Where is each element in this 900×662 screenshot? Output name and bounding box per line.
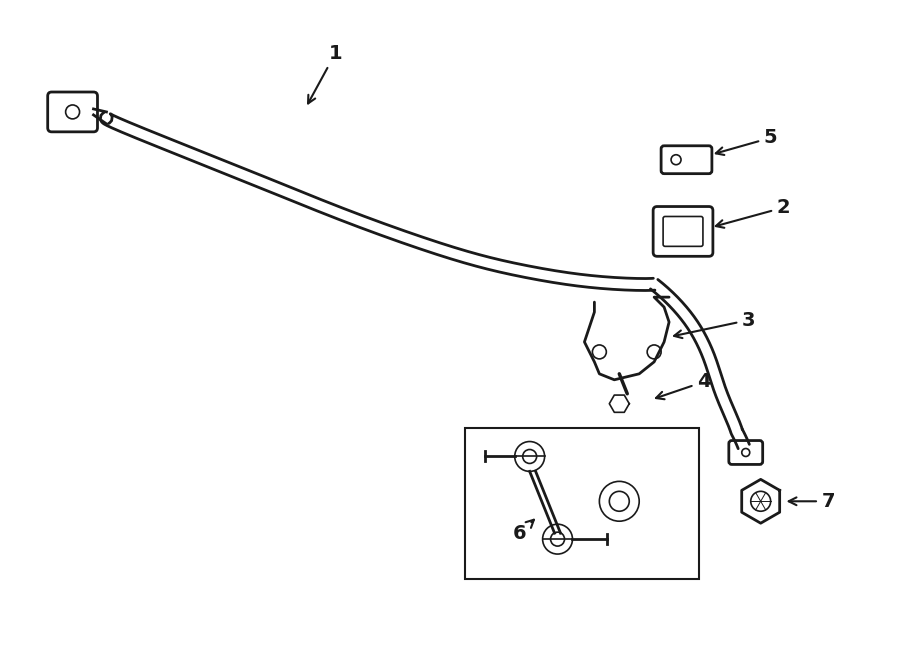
Text: 6: 6 <box>513 520 534 543</box>
Circle shape <box>599 481 639 521</box>
Text: 4: 4 <box>656 372 711 399</box>
Circle shape <box>66 105 79 119</box>
Text: 1: 1 <box>308 44 342 103</box>
Circle shape <box>523 449 536 463</box>
Circle shape <box>751 491 770 511</box>
Text: 7: 7 <box>788 492 835 511</box>
Text: 2: 2 <box>716 198 790 228</box>
Circle shape <box>515 442 544 471</box>
Circle shape <box>551 532 564 546</box>
FancyBboxPatch shape <box>662 146 712 173</box>
FancyBboxPatch shape <box>729 440 762 465</box>
FancyBboxPatch shape <box>653 207 713 256</box>
Circle shape <box>592 345 607 359</box>
Bar <box>465 428 699 579</box>
Circle shape <box>742 448 750 457</box>
Circle shape <box>609 491 629 511</box>
Circle shape <box>671 155 681 165</box>
Text: 5: 5 <box>716 128 778 155</box>
Circle shape <box>543 524 572 554</box>
FancyBboxPatch shape <box>663 216 703 246</box>
FancyBboxPatch shape <box>48 92 97 132</box>
Text: 3: 3 <box>674 310 755 338</box>
Circle shape <box>647 345 662 359</box>
